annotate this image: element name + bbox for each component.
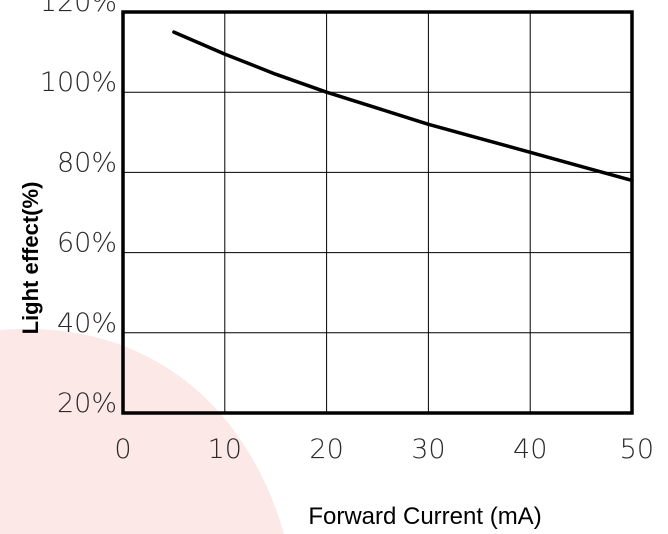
- grid: [123, 12, 632, 413]
- x-tick-label: 50: [620, 434, 654, 465]
- x-tick-label: 40: [513, 434, 547, 465]
- y-tick-label: 80%: [57, 147, 117, 178]
- y-axis-title: Light effect(%): [18, 182, 43, 335]
- x-tick-label: 0: [114, 434, 131, 465]
- y-tick-label: 100%: [40, 67, 117, 98]
- y-tick-label: 20%: [57, 388, 117, 419]
- y-tick-labels: 20% 40% 60% 80% 100% 120%: [40, 0, 117, 419]
- y-tick-label: 40%: [57, 308, 117, 339]
- x-axis-title: Forward Current (mA): [308, 503, 541, 530]
- plot-border: [121, 10, 634, 415]
- x-tick-label: 20: [309, 434, 343, 465]
- x-tick-label: 10: [208, 434, 242, 465]
- x-tick-label: 30: [411, 434, 445, 465]
- x-tick-labels: 0 10 20 30 40 50: [114, 434, 654, 465]
- y-tick-label: 60%: [57, 228, 117, 259]
- background-watermark: [0, 328, 284, 534]
- plot-frame: [121, 10, 634, 415]
- series: [172, 30, 634, 183]
- watermark-shape: [0, 328, 284, 534]
- y-tick-label: 120%: [40, 0, 117, 18]
- series-line-0: [172, 30, 634, 183]
